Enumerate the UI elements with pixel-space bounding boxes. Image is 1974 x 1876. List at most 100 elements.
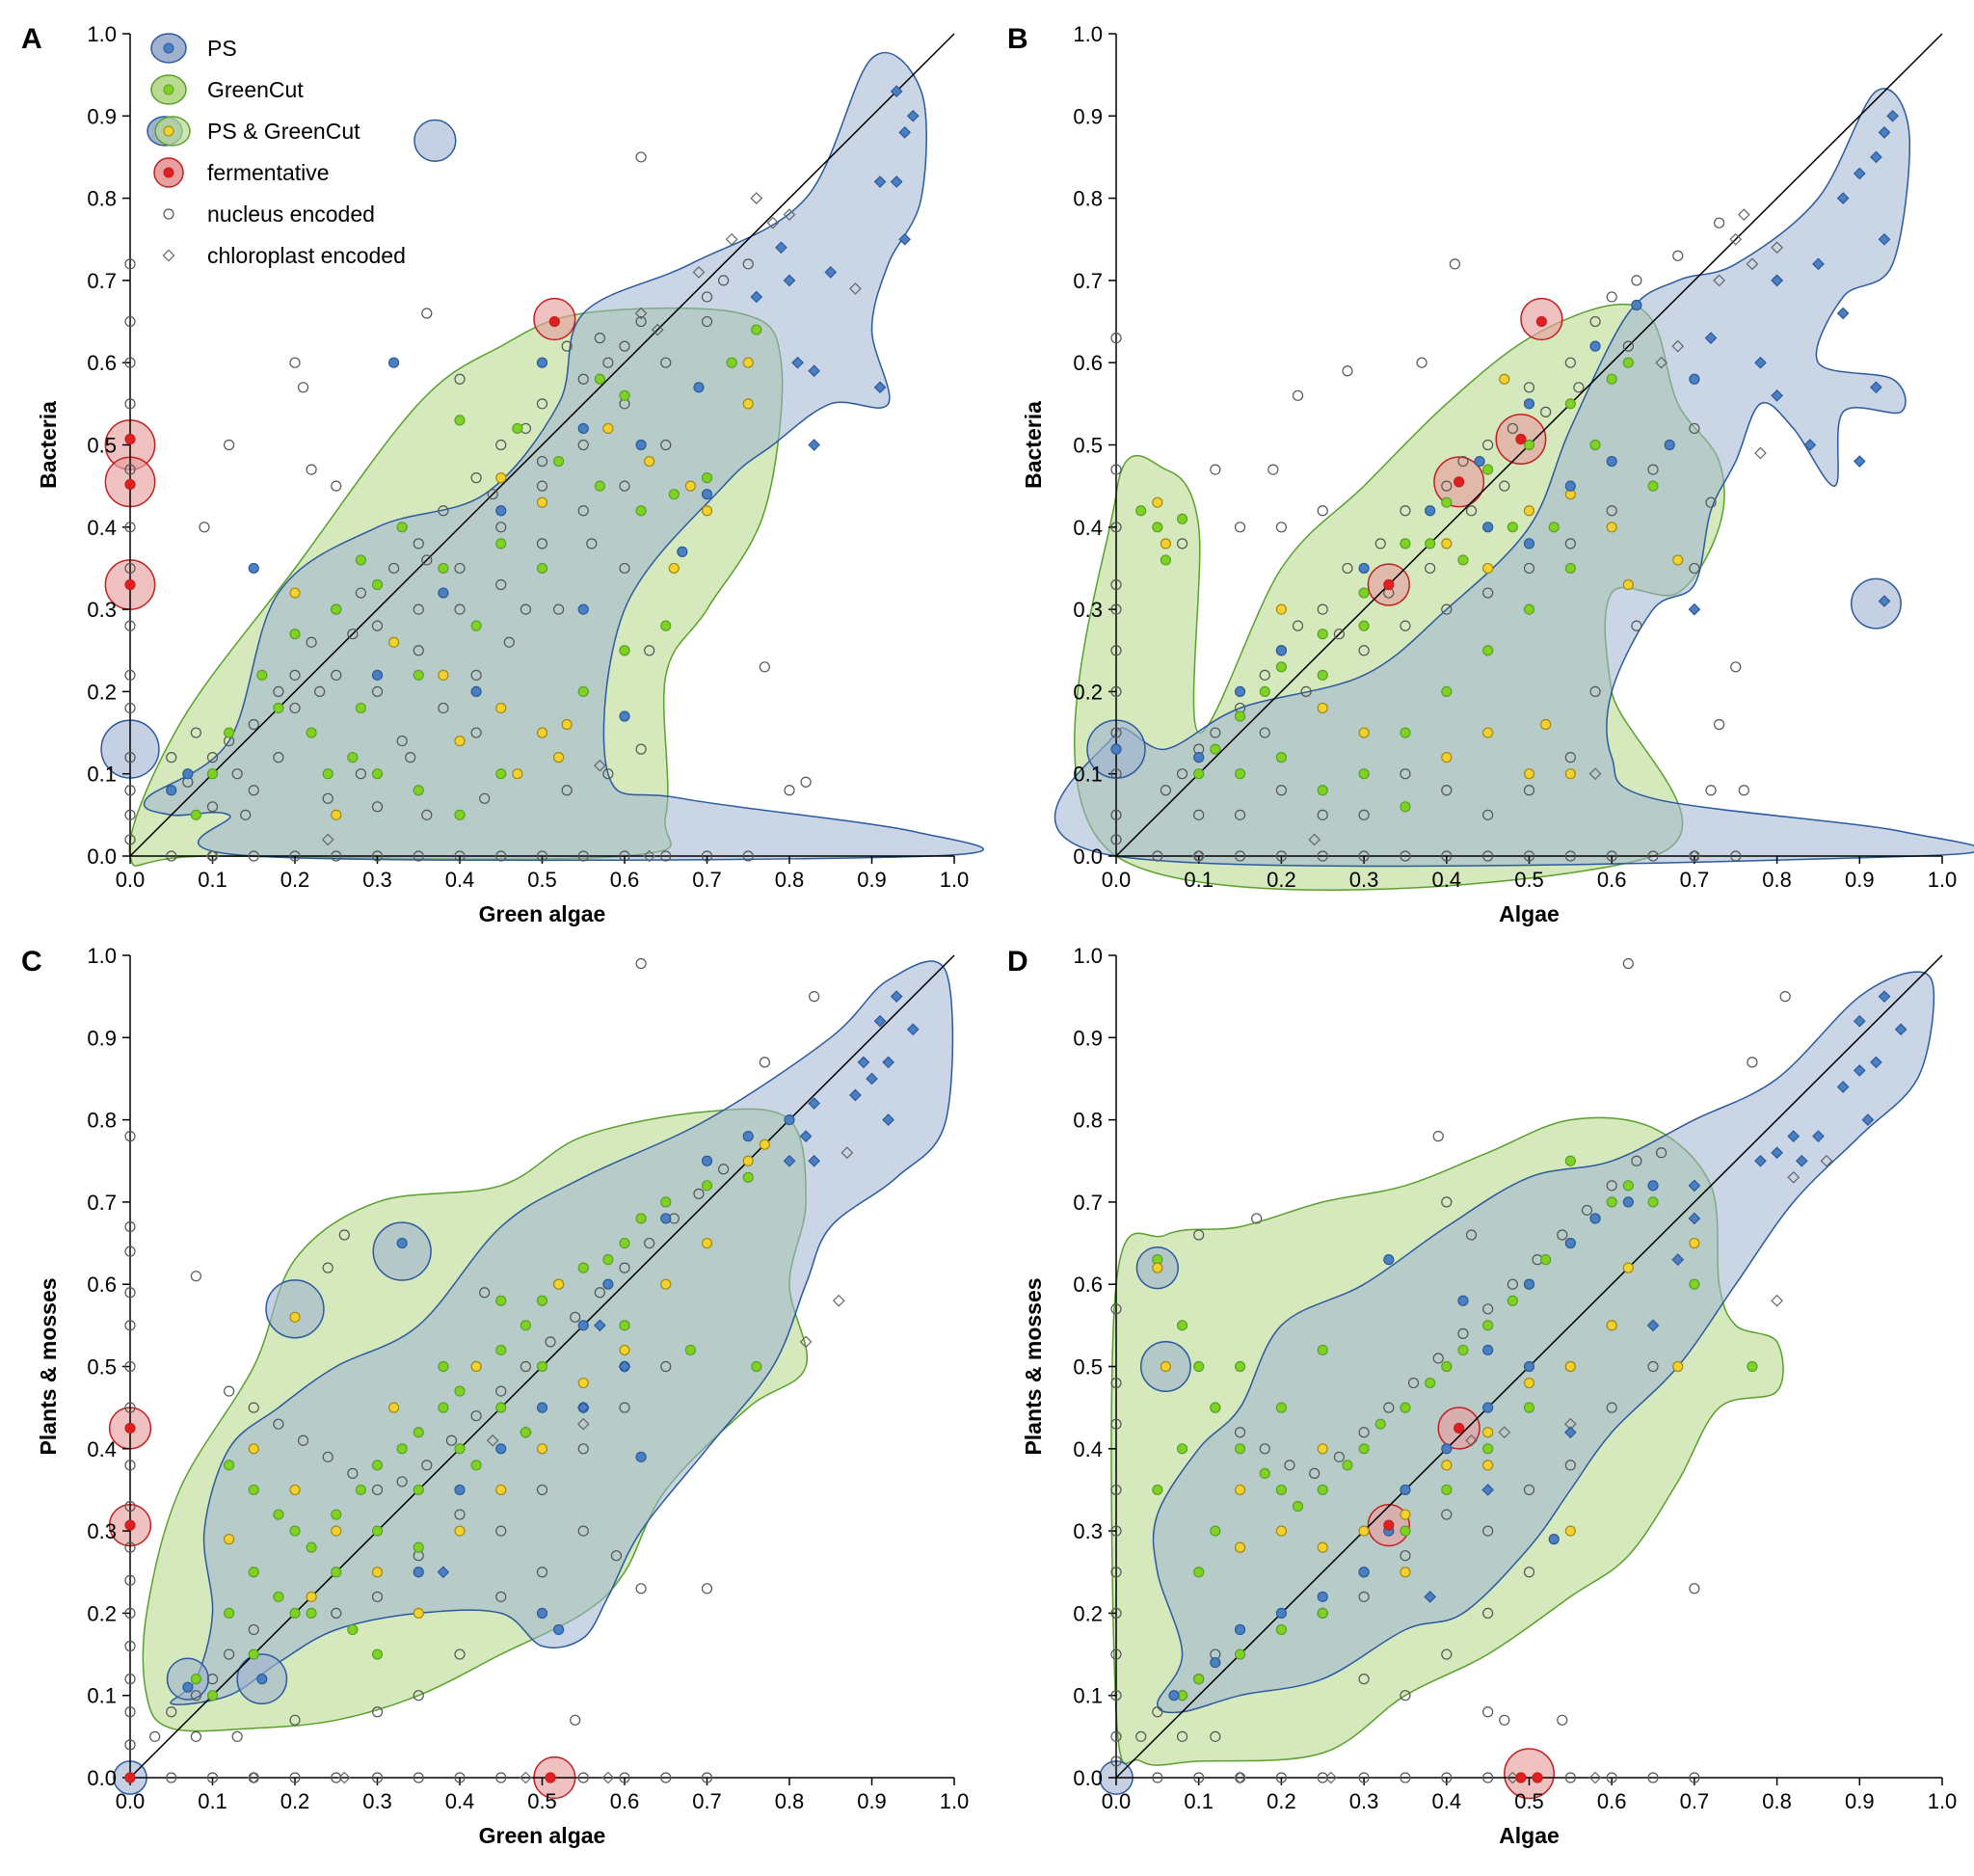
- both-point: [701, 1237, 713, 1249]
- y-tick-label: 0.2: [87, 1601, 117, 1625]
- chloroplast-diamond-point: [1746, 257, 1759, 271]
- nucleus-point: [800, 776, 812, 788]
- ps-point: [1457, 1295, 1469, 1306]
- ps-diamond-point: [1771, 1146, 1783, 1160]
- greencut-point: [1425, 538, 1436, 549]
- greencut-point: [289, 629, 301, 640]
- greencut-point: [1441, 685, 1453, 698]
- fermentative-point: [124, 478, 136, 491]
- ps-point: [470, 685, 482, 698]
- nucleus-point: [577, 1525, 589, 1537]
- nucleus-point: [331, 850, 342, 862]
- chloroplast-diamond-point: [1588, 1771, 1602, 1784]
- greencut-point: [1507, 522, 1518, 533]
- greencut-point: [289, 1607, 301, 1620]
- greencut-point: [1317, 1344, 1328, 1356]
- nucleus-point: [231, 1730, 243, 1742]
- nucleus-point: [1689, 1583, 1700, 1595]
- fermentative-point: [1454, 476, 1465, 488]
- greencut-point: [1358, 1443, 1370, 1455]
- nucleus-point: [1110, 1484, 1122, 1496]
- nucleus-point: [1523, 785, 1535, 796]
- ps-diamond-point: [1646, 1319, 1660, 1332]
- greencut-point: [190, 809, 201, 820]
- chloroplast-diamond-point: [725, 232, 738, 246]
- fermentative-point: [548, 315, 560, 328]
- nucleus-point: [124, 1460, 136, 1471]
- greencut-point: [1622, 357, 1634, 368]
- greencut-point: [1275, 661, 1288, 673]
- nucleus-point: [1416, 357, 1427, 368]
- x-tick-label: 0.7: [1680, 868, 1710, 892]
- x-tick-label: 0.2: [280, 1789, 310, 1813]
- nucleus-point: [124, 522, 136, 533]
- greencut-point: [454, 1443, 466, 1455]
- nucleus-point: [1523, 382, 1535, 393]
- nucleus-point: [1482, 439, 1494, 451]
- nucleus-point: [561, 785, 573, 796]
- ps-diamond-point: [1812, 1130, 1825, 1143]
- greencut-point: [1234, 710, 1246, 722]
- ps-diamond-point: [1878, 595, 1891, 607]
- both-point: [495, 1484, 507, 1496]
- nucleus-point: [124, 1220, 136, 1233]
- ps-diamond-point: [618, 1360, 631, 1373]
- ps-point: [1523, 1360, 1535, 1373]
- ps-diamond-point: [857, 1056, 870, 1069]
- chloroplast-diamond-point: [849, 282, 862, 295]
- both-point: [1482, 727, 1494, 738]
- nucleus-point: [124, 357, 136, 368]
- greencut-point: [1647, 1196, 1659, 1208]
- nucleus-point: [1465, 1229, 1478, 1241]
- x-tick-label: 1.0: [1928, 868, 1958, 892]
- nucleus-point: [619, 1262, 630, 1273]
- greencut-point: [536, 1360, 548, 1373]
- ps-diamond-point: [890, 990, 903, 1003]
- y-tick-label: 0.6: [87, 351, 117, 375]
- nucleus-point: [1374, 538, 1386, 549]
- panel-b: B 0.0 0.1 0.2 0.3 0.4 0.5 0.6 0.7 0.8 0.9 1.00.00.…: [1007, 22, 1974, 926]
- nucleus-point: [660, 1360, 672, 1373]
- greencut-point: [495, 1344, 507, 1356]
- nucleus-point: [355, 587, 366, 599]
- greencut-point: [536, 562, 548, 575]
- nucleus-point: [536, 1484, 548, 1496]
- nucleus-point: [1176, 538, 1188, 549]
- nucleus-point: [577, 1772, 589, 1783]
- nucleus-point: [1622, 340, 1634, 352]
- ps-point: [1523, 538, 1535, 549]
- y-tick-label: 0.9: [87, 104, 117, 128]
- chloroplast-diamond-point: [1671, 339, 1685, 353]
- greencut-point: [224, 1460, 235, 1471]
- nucleus-point: [371, 1706, 384, 1718]
- nucleus-point: [1400, 1690, 1411, 1702]
- nucleus-point: [577, 373, 589, 385]
- both-point: [552, 1278, 565, 1290]
- axes: 0.0 0.1 0.2 0.3 0.4 0.5 0.6 0.7 0.8 0.9 1.0 0.0 0.1 0…: [1021, 22, 1957, 926]
- nucleus-point: [1135, 1730, 1147, 1742]
- nucleus-point: [124, 258, 136, 270]
- ps-diamond-point: [576, 1401, 590, 1414]
- nucleus-point: [545, 1336, 556, 1348]
- both-point: [1358, 1525, 1370, 1537]
- greencut-point: [1523, 1402, 1535, 1413]
- greencut-point: [536, 1295, 548, 1306]
- greencut-point: [347, 752, 359, 764]
- x-tick-label: 0.2: [1267, 1789, 1296, 1813]
- greencut-point: [1317, 1607, 1328, 1620]
- greencut-point: [413, 1541, 424, 1553]
- greencut-point: [1358, 620, 1370, 631]
- greencut-point: [1606, 373, 1617, 385]
- nucleus-point: [1234, 522, 1246, 533]
- points: [124, 957, 920, 1784]
- nucleus-point: [619, 480, 630, 492]
- nucleus-point: [1606, 291, 1617, 303]
- nucleus-point: [1400, 768, 1411, 780]
- nucleus-point: [495, 850, 507, 862]
- nucleus-point: [124, 1607, 136, 1620]
- x-tick-label: 0.4: [1432, 868, 1462, 892]
- nucleus-point: [413, 645, 424, 657]
- legend-label-ps: PS: [207, 36, 237, 61]
- nucleus-point: [190, 727, 201, 738]
